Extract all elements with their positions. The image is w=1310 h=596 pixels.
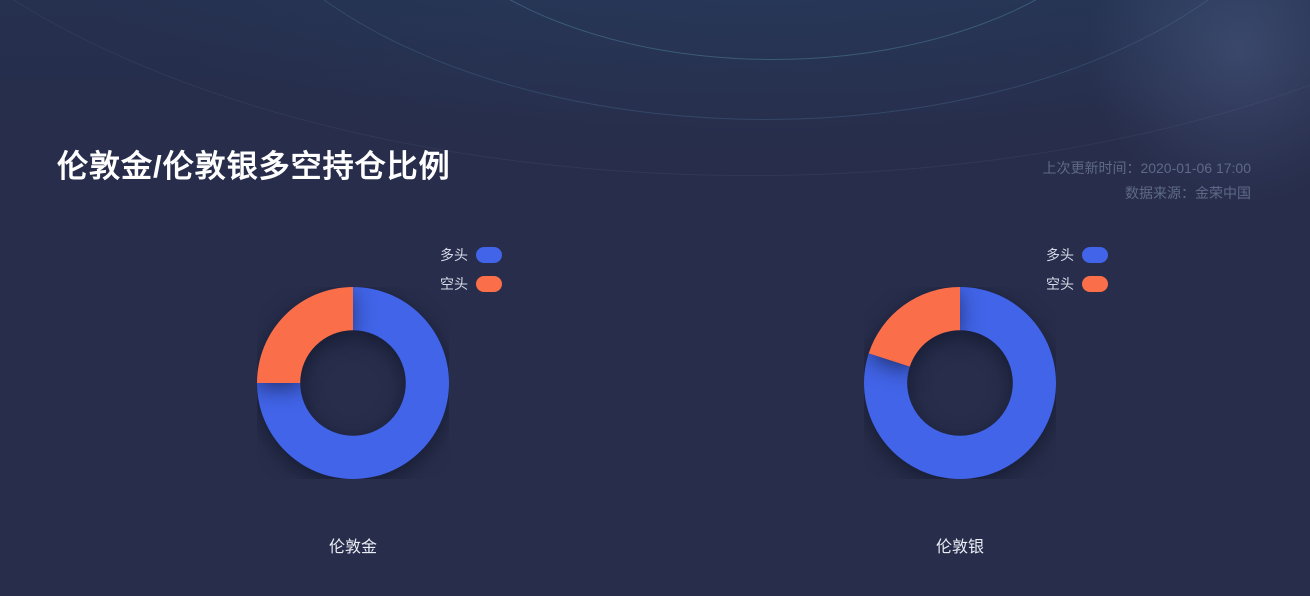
legend-silver: 多头 空头 [1046, 245, 1108, 303]
legend-item-short[interactable]: 空头 [440, 274, 502, 294]
legend-item-short[interactable]: 空头 [1046, 274, 1108, 294]
legend-swatch-long [476, 247, 502, 263]
chart-title-silver: 伦敦银 [935, 539, 984, 556]
legend-item-long[interactable]: 多头 [1046, 245, 1108, 265]
legend-label-long: 多头 [440, 247, 468, 263]
donut-slice-long[interactable] [257, 287, 449, 479]
banner-arc-icon [205, 0, 1310, 120]
data-source-text: 数据来源：金荣中国 [1125, 185, 1251, 201]
donut-slice-long[interactable] [864, 287, 1056, 479]
legend-swatch-short [1082, 276, 1108, 292]
last-updated-text: 上次更新时间：2020-01-06 17:00 [1042, 160, 1251, 176]
donut-slice-short[interactable] [257, 287, 353, 383]
page-title: 伦敦金/伦敦银多空持仓比例 [57, 149, 451, 184]
donut-slice-short[interactable] [868, 287, 960, 367]
legend-swatch-short [476, 276, 502, 292]
legend-label-long: 多头 [1046, 247, 1074, 263]
legend-item-long[interactable]: 多头 [440, 245, 502, 265]
legend-label-short: 空头 [1046, 276, 1074, 292]
legend-label-short: 空头 [440, 276, 468, 292]
chart-title-gold: 伦敦金 [328, 539, 377, 556]
meta-info: 上次更新时间：2020-01-06 17:00 数据来源：金荣中国 [1042, 156, 1251, 206]
banner-decoration [0, 0, 1310, 210]
legend-gold: 多头 空头 [440, 245, 502, 303]
banner-arc-icon [392, 0, 1154, 60]
legend-swatch-long [1082, 247, 1108, 263]
donut-chart-silver[interactable] [864, 287, 1056, 479]
donut-chart-gold[interactable] [257, 287, 449, 479]
